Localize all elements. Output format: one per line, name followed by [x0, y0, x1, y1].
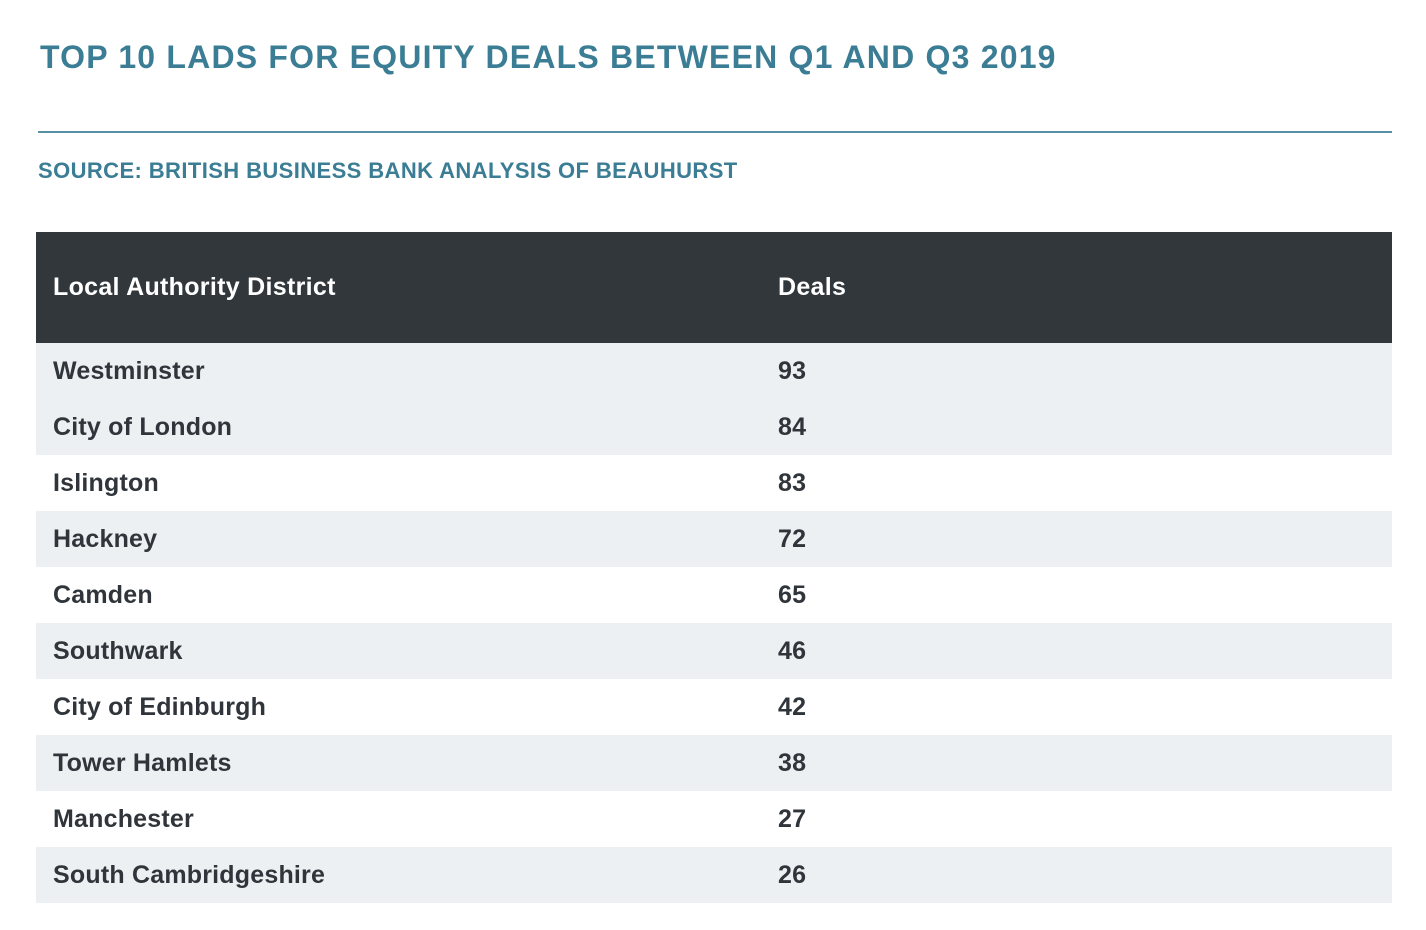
table-row: City of Edinburgh 42 — [36, 679, 1392, 735]
equity-deals-table: Local Authority District Deals Westminst… — [36, 232, 1392, 903]
source-attribution: SOURCE: BRITISH BUSINESS BANK ANALYSIS O… — [38, 158, 738, 183]
deals-cell: 93 — [778, 356, 807, 385]
deals-cell: 42 — [778, 692, 807, 721]
lad-cell: South Cambridgeshire — [53, 860, 326, 889]
column-header-deals: Deals — [778, 273, 847, 301]
deals-cell: 65 — [778, 580, 807, 609]
column-header-local-authority-district: Local Authority District — [53, 273, 336, 301]
lad-cell: Tower Hamlets — [53, 748, 232, 777]
table-row: Camden 65 — [36, 567, 1392, 623]
page-title: TOP 10 LADS FOR EQUITY DEALS BETWEEN Q1 … — [40, 39, 1057, 75]
table-row: Manchester 27 — [36, 791, 1392, 847]
table-row: Hackney 72 — [36, 511, 1392, 567]
lad-cell: Westminster — [53, 356, 205, 385]
deals-cell: 72 — [778, 524, 807, 553]
deals-cell: 84 — [778, 412, 807, 441]
lad-cell: Hackney — [53, 524, 158, 553]
table-row: South Cambridgeshire 26 — [36, 847, 1392, 903]
table-header-row: Local Authority District Deals — [36, 232, 1392, 343]
deals-cell: 38 — [778, 748, 807, 777]
table-row: Southwark 46 — [36, 623, 1392, 679]
lad-cell: Southwark — [53, 636, 183, 665]
table-row: Islington 83 — [36, 455, 1392, 511]
table-row: Westminster 93 — [36, 343, 1392, 399]
deals-cell: 46 — [778, 636, 807, 665]
deals-cell: 83 — [778, 468, 807, 497]
lad-cell: Manchester — [53, 804, 194, 833]
lad-cell: City of London — [53, 412, 233, 441]
deals-cell: 26 — [778, 860, 807, 889]
title-divider-rule — [38, 131, 1392, 133]
lad-cell: City of Edinburgh — [53, 692, 267, 721]
table-row: City of London 84 — [36, 399, 1392, 455]
lad-cell: Islington — [53, 468, 159, 497]
table-body: Westminster 93 City of London 84 Islingt… — [36, 343, 1392, 903]
deals-cell: 27 — [778, 804, 807, 833]
lad-cell: Camden — [53, 580, 153, 609]
table-row: Tower Hamlets 38 — [36, 735, 1392, 791]
